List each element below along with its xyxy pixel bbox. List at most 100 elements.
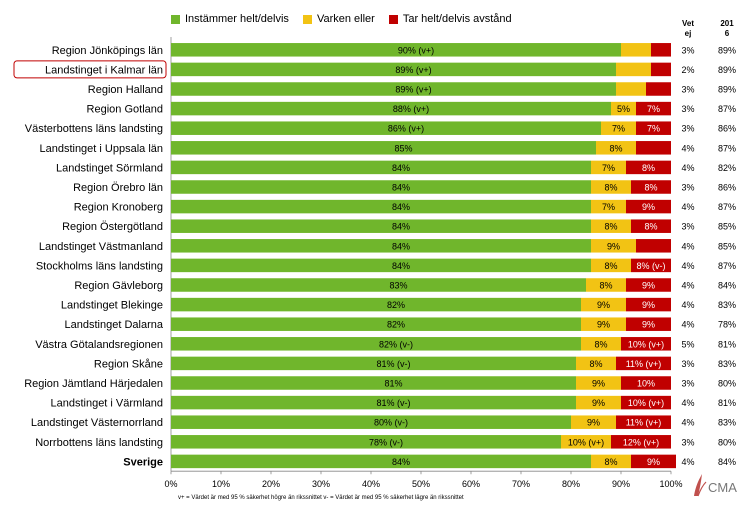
data-label: 8%	[599, 281, 612, 291]
category-label: Landstinget Västmanland	[39, 241, 163, 253]
bar-segment	[171, 82, 616, 96]
bar-segment	[581, 337, 621, 351]
bar-segment	[576, 395, 621, 410]
data-label: 7%	[647, 104, 660, 114]
data-label: 84%	[392, 457, 410, 467]
data-label: 82%	[387, 320, 405, 330]
year-2016-value: 82%	[718, 163, 736, 173]
data-label: 10% (v+)	[628, 339, 664, 349]
bar-segment	[621, 337, 671, 351]
legend-label-agree: Instämmer helt/delvis	[185, 13, 289, 25]
x-tick-label: 70%	[512, 479, 530, 489]
data-label: 90% (v+)	[398, 45, 434, 55]
bar-segment	[571, 415, 616, 429]
logo-text: CMA	[708, 480, 737, 495]
category-label: Västerbottens läns landsting	[25, 123, 163, 135]
data-label: 11% (v+)	[626, 359, 662, 369]
data-label: 10% (v+)	[628, 398, 664, 408]
bar-segment	[631, 180, 671, 194]
data-label: 89% (v+)	[395, 65, 431, 75]
vet-ej-value: 3%	[681, 124, 694, 134]
vet-ej-value: 3%	[681, 85, 694, 95]
year-2016-value: 81%	[718, 398, 736, 408]
bar-segment	[171, 278, 586, 292]
bar-segment	[591, 219, 631, 233]
bar-segment	[651, 43, 671, 57]
data-label: 8%	[604, 457, 617, 467]
data-label: 88% (v+)	[393, 104, 429, 114]
bar-segment	[171, 454, 591, 469]
data-label: 8%	[642, 163, 655, 173]
year-2016-value: 85%	[718, 222, 736, 232]
bar-segment	[626, 199, 671, 214]
data-label: 89% (v+)	[395, 85, 431, 95]
year-2016-value: 80%	[718, 437, 736, 447]
data-label: 78% (v-)	[369, 437, 403, 447]
category-label: Landstinget i Värmland	[50, 398, 163, 410]
vet-ej-value: 4%	[681, 398, 694, 408]
data-label: 7%	[602, 163, 615, 173]
legend-swatch-disagree	[388, 14, 398, 24]
category-label: Region Örebro län	[73, 182, 163, 194]
data-label: 84%	[392, 183, 410, 193]
bar-segment	[171, 121, 601, 135]
x-tick-label: 90%	[612, 479, 630, 489]
year-2016-value: 86%	[718, 183, 736, 193]
data-label: 8%	[594, 339, 607, 349]
bar-segment	[621, 395, 671, 410]
bar-segment	[636, 101, 671, 116]
category-label: Landstinget Dalarna	[65, 319, 164, 331]
bar-segment	[631, 258, 671, 273]
data-label: 81% (v-)	[376, 359, 410, 369]
data-label: 9%	[592, 379, 605, 389]
bar-segment	[171, 317, 581, 331]
category-label: Västra Götalandsregionen	[35, 339, 163, 351]
category-label: Norrbottens läns landsting	[35, 437, 163, 449]
bar-segment	[601, 121, 636, 135]
bar-segment	[561, 435, 611, 449]
data-label: 84%	[392, 202, 410, 212]
data-label: 86% (v+)	[388, 124, 424, 134]
data-label: 8%	[609, 143, 622, 153]
bar-segment	[621, 376, 671, 390]
x-tick-label: 50%	[412, 479, 430, 489]
bar-segment	[171, 180, 591, 194]
vet-ej-value: 4%	[681, 281, 694, 291]
vet-ej-value: 4%	[681, 241, 694, 251]
vet-ej-value: 3%	[681, 379, 694, 389]
cma-logo-icon: CMA	[694, 474, 737, 497]
category-label: Landstinget Sörmland	[56, 162, 163, 174]
data-label: 8%	[604, 261, 617, 271]
bar-segment	[171, 395, 576, 410]
data-label: 7%	[647, 124, 660, 134]
bar-segment	[646, 82, 671, 96]
year-2016-value: 81%	[718, 339, 736, 349]
header-vet-ej: Vet ej	[681, 19, 694, 38]
vet-ej-value: 3%	[681, 104, 694, 114]
header-year: 201 6	[720, 19, 734, 38]
bar-segment	[616, 82, 646, 96]
data-label: 7%	[612, 124, 625, 134]
vet-ej-value: 4%	[681, 261, 694, 271]
data-label: 10% (v+)	[568, 437, 604, 447]
year-2016-value: 84%	[718, 281, 736, 291]
bar-segment	[591, 239, 636, 253]
year-2016-value: 78%	[718, 320, 736, 330]
vet-ej-value: 4%	[681, 457, 694, 467]
highlight-box	[13, 60, 167, 79]
category-label: Landstinget i Uppsala län	[39, 143, 163, 155]
year-2016-value: 89%	[718, 45, 736, 55]
data-label: 9%	[642, 300, 655, 310]
data-label: 12% (v+)	[623, 437, 659, 447]
data-label: 85%	[394, 143, 412, 153]
cma-logo: CMA	[688, 470, 748, 500]
data-label: 84%	[392, 261, 410, 271]
x-tick-label: 80%	[562, 479, 580, 489]
category-label: Region Jönköpings län	[52, 45, 163, 57]
bar-segment	[636, 141, 671, 155]
vet-ej-value: 4%	[681, 418, 694, 428]
vet-ej-value: 3%	[681, 359, 694, 369]
bar-segment	[636, 121, 671, 135]
bar-segment	[591, 180, 631, 194]
bar-segment	[616, 356, 671, 371]
